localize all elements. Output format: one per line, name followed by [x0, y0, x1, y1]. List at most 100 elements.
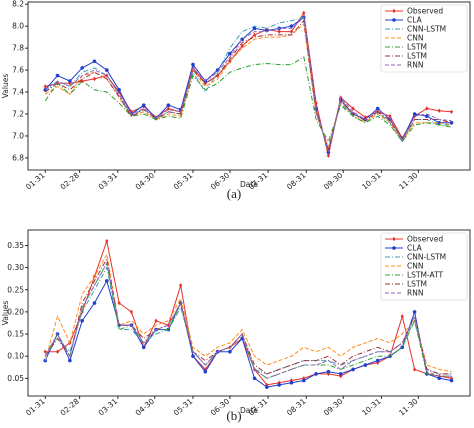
y-tick-label: 7.6 — [12, 66, 24, 75]
x-tick-label: 10-31 — [360, 170, 383, 191]
plot-area — [27, 229, 471, 397]
marker — [104, 279, 109, 283]
legend-label: CLA — [407, 244, 423, 253]
legend-box — [380, 4, 468, 73]
y-tick-label: 8.2 — [12, 0, 24, 9]
x-tick-label: 04-30 — [134, 170, 157, 191]
marker — [80, 318, 84, 323]
marker — [166, 103, 171, 108]
legend-label: CNN-LSTM — [407, 253, 446, 262]
legend-label: LSTM — [407, 43, 427, 52]
marker — [363, 363, 368, 367]
marker — [80, 66, 84, 70]
y-tick-label: 0.05 — [7, 374, 24, 383]
marker — [314, 372, 318, 376]
y-tick-label: 7.0 — [12, 131, 24, 140]
marker — [92, 59, 97, 64]
marker — [228, 349, 232, 354]
x-tick-label: 02-28 — [59, 396, 82, 417]
marker — [191, 354, 195, 358]
marker — [141, 345, 146, 350]
marker — [105, 73, 109, 78]
marker — [129, 309, 134, 315]
y-tick-label: 0.10 — [7, 352, 24, 361]
marker — [351, 106, 355, 111]
legend-marker — [392, 8, 396, 14]
marker — [240, 43, 244, 49]
x-tick-label: 09-30 — [322, 396, 345, 417]
y-tick-label: 0.25 — [7, 285, 24, 294]
marker — [141, 103, 146, 108]
legend-label: CLA — [407, 16, 423, 25]
marker — [437, 120, 442, 125]
marker — [105, 238, 109, 244]
marker — [55, 349, 60, 354]
marker — [449, 109, 454, 115]
marker — [301, 378, 306, 383]
x-tick-label: 10-31 — [360, 396, 383, 417]
marker — [43, 349, 47, 354]
legend-label: LSTM-ATT — [407, 271, 444, 280]
y-tick-label: 7.8 — [12, 44, 24, 53]
marker — [437, 376, 442, 381]
marker — [117, 88, 121, 92]
marker — [289, 380, 294, 385]
caption: (b) — [226, 408, 241, 423]
marker — [326, 371, 331, 377]
plot-area — [27, 1, 471, 171]
y-axis-label: Values — [1, 301, 10, 326]
x-axis-label: Date — [240, 406, 258, 415]
x-tick-label: 11-30 — [397, 396, 420, 417]
marker — [375, 106, 380, 111]
marker — [252, 376, 257, 381]
marker — [117, 300, 121, 306]
marker — [154, 318, 158, 323]
marker — [265, 385, 269, 389]
marker — [203, 369, 208, 374]
y-tick-label: 7.4 — [12, 88, 24, 97]
y-axis-label: Values — [1, 74, 10, 99]
series-line — [44, 261, 452, 379]
marker — [437, 108, 441, 113]
legend-label: LSTM — [407, 280, 427, 289]
marker — [449, 120, 454, 125]
marker — [375, 358, 380, 363]
series-line — [44, 279, 452, 388]
marker — [302, 10, 306, 16]
marker — [425, 106, 429, 111]
series-line — [45, 239, 452, 386]
x-tick-label: 01-31 — [24, 396, 47, 417]
legend-box — [380, 232, 468, 301]
marker — [412, 310, 417, 314]
y-tick-label: 7.2 — [12, 110, 24, 119]
marker — [302, 376, 306, 381]
marker — [228, 51, 232, 56]
x-axis-label: Date — [240, 180, 258, 189]
legend-label: RNN — [407, 289, 423, 298]
marker — [277, 380, 281, 385]
marker — [425, 114, 429, 118]
x-tick-label: 01-31 — [24, 170, 47, 191]
series-line — [44, 23, 452, 149]
caption: (a) — [227, 186, 241, 201]
series-line — [44, 16, 452, 151]
marker — [68, 79, 72, 83]
legend-label: Observed — [407, 7, 443, 16]
marker — [412, 112, 417, 116]
x-tick-label: 08-31 — [285, 396, 308, 417]
x-tick-label: 05-31 — [172, 396, 195, 417]
y-tick-label: 6.8 — [12, 153, 24, 162]
legend-label: CNN — [407, 262, 423, 271]
y-tick-label: 0.15 — [7, 330, 24, 339]
y-tick-label: 0.30 — [7, 263, 24, 272]
marker — [400, 314, 404, 319]
legend-label: Observed — [407, 235, 443, 244]
legend-label: CNN-LSTM — [407, 25, 446, 34]
y-tick-label: 0.20 — [7, 307, 24, 316]
marker — [326, 369, 331, 374]
x-tick-label: 11-30 — [397, 170, 420, 191]
legend-label: LSTM — [407, 52, 427, 61]
marker — [277, 29, 281, 34]
x-tick-label: 03-31 — [97, 170, 120, 191]
